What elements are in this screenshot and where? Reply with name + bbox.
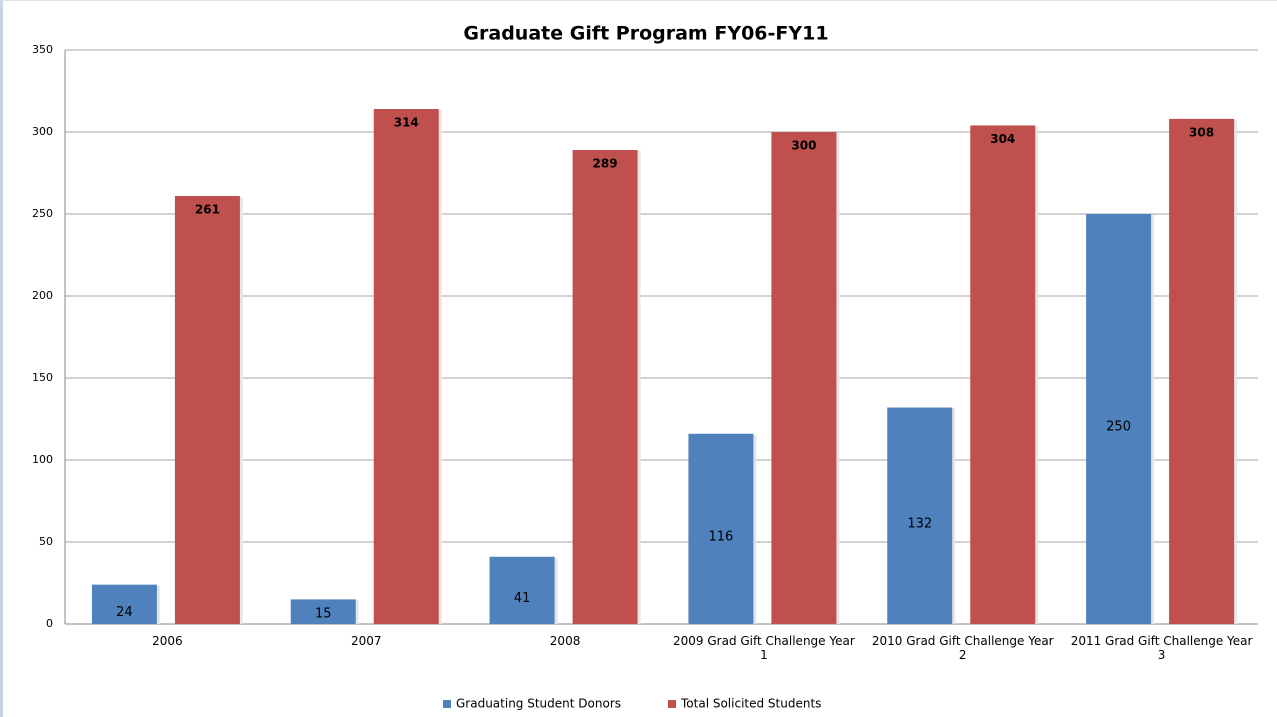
y-tick-label: 300 xyxy=(32,125,53,138)
data-label: 304 xyxy=(990,132,1015,146)
x-tick-label: 2008 xyxy=(549,634,581,648)
bar xyxy=(572,150,638,625)
y-tick-label: 200 xyxy=(32,289,53,302)
chart: Graduate Gift Program FY06-FY11 0 50 100 15… xyxy=(32,23,1258,711)
bar xyxy=(688,433,754,624)
y-tick-label: 350 xyxy=(32,43,53,56)
legend-label: Total Solicited Students xyxy=(680,697,821,711)
data-label: 15 xyxy=(315,607,332,622)
x-tick-label: 2009 Grad Gift Challenge Year 1 xyxy=(673,634,855,662)
legend-swatch xyxy=(443,700,451,708)
data-label: 116 xyxy=(709,529,734,544)
y-tick-label: 250 xyxy=(32,207,53,220)
x-tick-label: 2011 Grad Gift Challenge Year 3 xyxy=(1070,634,1253,662)
chart-title: Graduate Gift Program FY06-FY11 xyxy=(463,23,828,45)
y-tick-label: 0 xyxy=(46,617,53,630)
data-label: 300 xyxy=(791,139,816,153)
y-tick-label: 100 xyxy=(32,453,53,466)
data-label: 314 xyxy=(394,116,419,130)
legend-label: Graduating Student Donors xyxy=(456,697,621,711)
data-label: 250 xyxy=(1106,420,1131,435)
bar xyxy=(1169,118,1235,624)
data-label: 289 xyxy=(593,157,618,171)
x-tick-label: 2010 Grad Gift Challenge Year 2 xyxy=(871,634,1054,662)
data-label: 132 xyxy=(907,516,932,531)
bar xyxy=(174,195,240,624)
legend-swatch xyxy=(668,700,676,708)
x-tick-label: 2006 xyxy=(152,634,183,648)
bar xyxy=(489,556,555,624)
data-label: 261 xyxy=(195,202,220,216)
data-label: 41 xyxy=(514,591,531,606)
y-tick-label: 150 xyxy=(32,371,53,384)
bar xyxy=(373,109,439,625)
data-label: 308 xyxy=(1189,125,1214,139)
data-label: 24 xyxy=(116,605,133,620)
bar xyxy=(970,125,1036,624)
bar xyxy=(1086,214,1152,624)
bar xyxy=(91,584,157,624)
x-tick-label: 2007 xyxy=(350,634,382,648)
bar xyxy=(887,407,953,624)
bar xyxy=(771,132,837,624)
bar xyxy=(290,599,356,624)
y-tick-label: 50 xyxy=(39,535,53,548)
